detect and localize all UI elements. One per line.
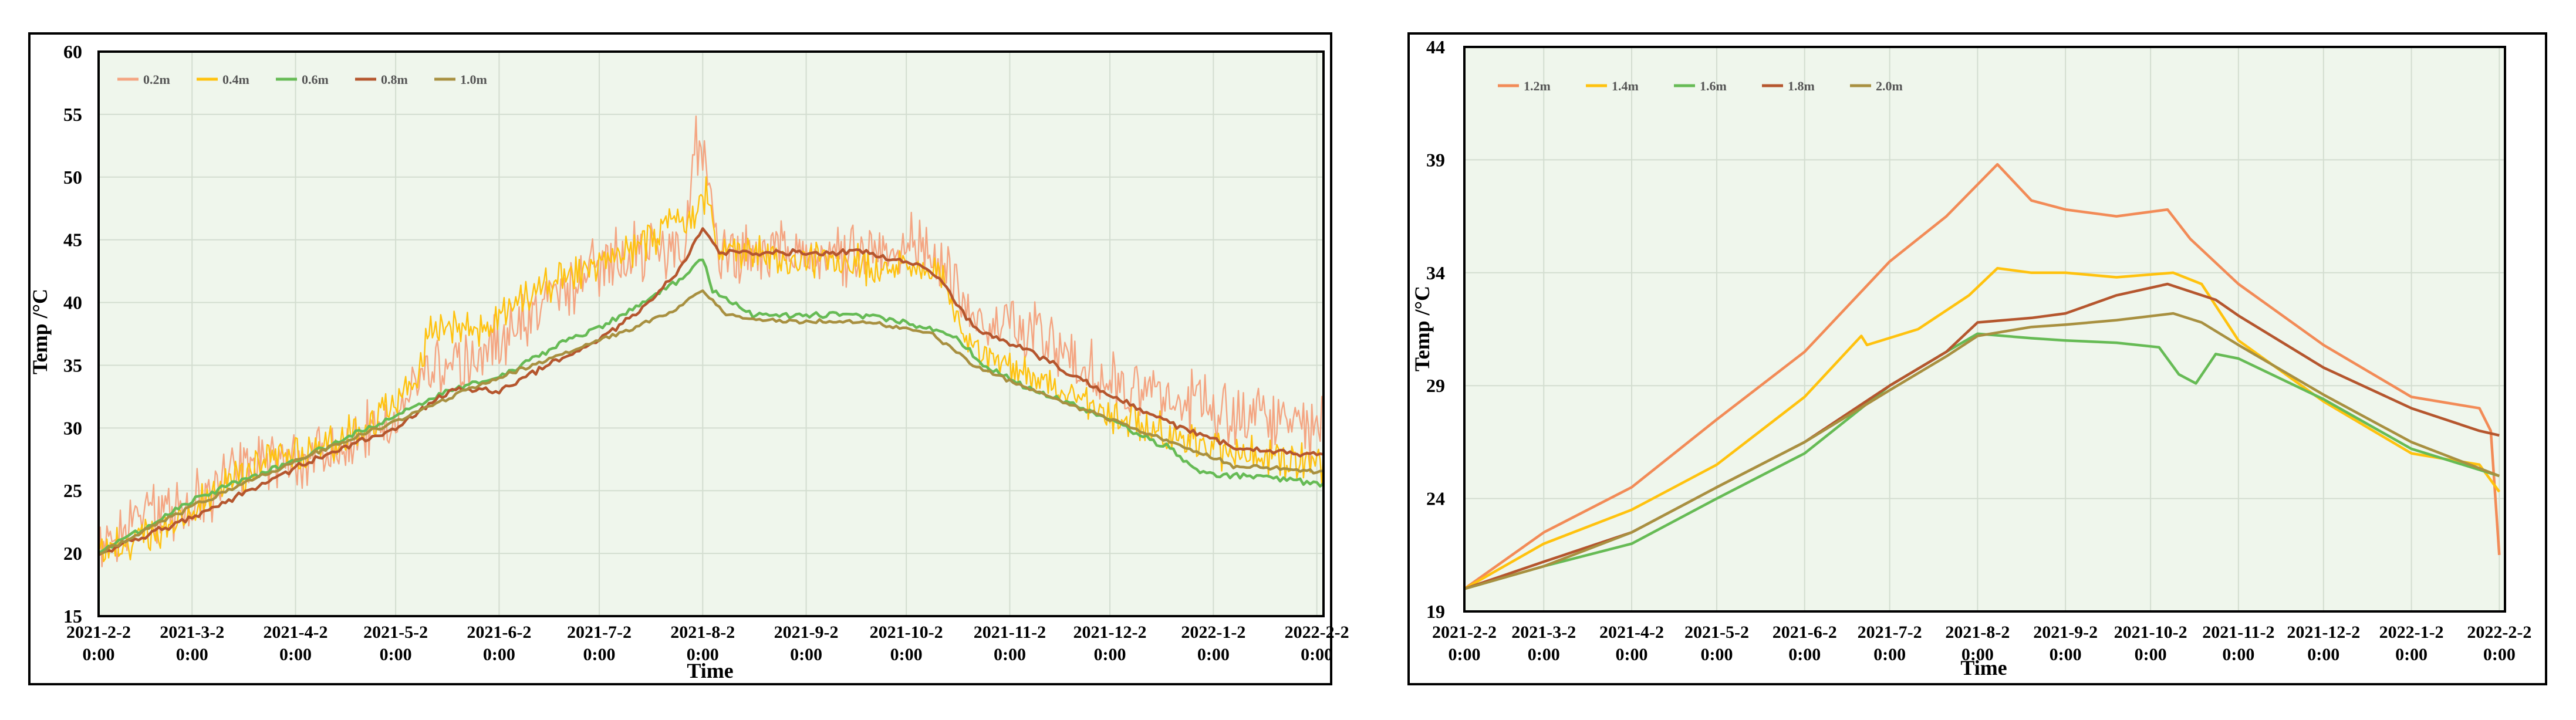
y-tick-label: 29	[1426, 375, 1445, 396]
x-tick-label-time: 0:00	[890, 645, 923, 664]
x-tick-label-date: 2021-12-2	[1073, 623, 1147, 642]
y-tick-label: 15	[63, 606, 82, 627]
y-tick-label: 50	[63, 167, 82, 188]
legend: 1.2m 1.4m 1.6m 1.8m 2.0m	[1498, 79, 1903, 93]
x-tick-label-date: 2021-11-2	[2202, 623, 2274, 642]
legend-label-2.0m: 2.0m	[1876, 79, 1903, 93]
legend-label-1.4m: 1.4m	[1612, 79, 1639, 93]
x-tick-label-time: 0:00	[583, 645, 615, 664]
y-tick-label: 55	[63, 104, 82, 125]
plot-border	[97, 50, 1325, 617]
x-tick-label-date: 2021-8-2	[1945, 623, 2010, 642]
x-tick-label-date: 2022-2-2	[2467, 623, 2531, 642]
legend-label-1.0m: 1.0m	[460, 72, 487, 87]
x-tick-label-date: 2021-6-2	[1773, 623, 1837, 642]
x-tick-label-time: 0:00	[483, 645, 515, 664]
legend-label-1.8m: 1.8m	[1788, 79, 1815, 93]
y-tick-label: 19	[1426, 601, 1445, 622]
chart-right: 19 24 29 34 39 44 2021-2-2 0:00 2021-3-2 0:00 2021…	[1410, 36, 2531, 680]
x-tick-label-time: 0:00	[279, 645, 312, 664]
plot-border	[1463, 46, 2506, 613]
x-tick-label-time: 0:00	[176, 645, 208, 664]
x-tick-label-time: 0:00	[994, 645, 1026, 664]
series-line-0.4m	[97, 176, 1325, 562]
x-tick-label-time: 0:00	[2222, 645, 2254, 664]
x-tick-label-date: 2021-12-2	[2287, 623, 2360, 642]
x-tick-label-date: 2021-2-2	[66, 623, 131, 642]
x-tick-label-date: 2021-6-2	[467, 623, 531, 642]
x-tick-label-date: 2021-10-2	[870, 623, 943, 642]
x-axis-title: Time	[1960, 656, 2007, 680]
x-tick-label-time: 0:00	[1961, 645, 1994, 664]
x-tick-label-time: 0:00	[83, 645, 115, 664]
x-tick-label-time: 0:00	[1700, 645, 1733, 664]
y-tick-label: 34	[1426, 262, 1445, 283]
x-tick-label-date: 2022-1-2	[1181, 623, 1245, 642]
x-tick-label-time: 0:00	[2050, 645, 2082, 664]
y-axis-title: Temp /°C	[1410, 286, 1434, 371]
series-line-1.2m	[1463, 163, 2501, 590]
y-tick-label: 24	[1426, 488, 1445, 509]
series-line-0.2m	[97, 115, 1325, 567]
x-tick-label-date: 2021-4-2	[264, 623, 328, 642]
y-tick-label: 35	[63, 354, 82, 376]
x-tick-label-date: 2021-2-2	[1432, 623, 1497, 642]
x-tick-label-time: 0:00	[2307, 645, 2339, 664]
x-tick-label-time: 0:00	[2395, 645, 2428, 664]
x-tick-label-date: 2021-5-2	[1684, 623, 1749, 642]
y-tick-label: 25	[63, 480, 82, 501]
y-tick-label: 45	[63, 229, 82, 251]
x-tick-label-time: 0:00	[1449, 645, 1481, 664]
chart-left: 15 20 25 30 35 40 45 50 55 60 2021-2-2 0:00 2021-3-2…	[28, 41, 1349, 682]
x-tick-label-date: 2022-2-2	[1285, 623, 1349, 642]
legend-label-1.2m: 1.2m	[1524, 79, 1551, 93]
series-line-2.0m	[1464, 312, 2500, 590]
x-tick-label-time: 0:00	[1873, 645, 1906, 664]
x-tick-label-time: 0:00	[1788, 645, 1821, 664]
x-tick-label-date: 2021-7-2	[567, 623, 632, 642]
x-tick-label-time: 0:00	[2483, 645, 2516, 664]
x-tick-label-time: 0:00	[790, 645, 822, 664]
plot-area	[1464, 47, 2505, 611]
y-axis-title: Temp /°C	[28, 289, 52, 374]
x-tick-label-date: 2021-4-2	[1599, 623, 1664, 642]
plot-area	[99, 52, 1324, 616]
x-tick-label-date: 2021-5-2	[363, 623, 428, 642]
x-tick-label-date: 2021-7-2	[1858, 623, 1922, 642]
x-tick-label-date: 2021-3-2	[1511, 623, 1576, 642]
x-tick-label-date: 2021-9-2	[2033, 623, 2098, 642]
x-tick-label-time: 0:00	[2135, 645, 2167, 664]
x-tick-label-date: 2021-9-2	[774, 623, 839, 642]
legend-label-0.4m: 0.4m	[222, 72, 249, 87]
y-tick-label: 40	[63, 292, 82, 313]
y-tick-label: 20	[63, 543, 82, 564]
y-tick-label: 30	[63, 417, 82, 438]
x-tick-label-date: 2021-10-2	[2114, 623, 2187, 642]
x-tick-label-date: 2021-3-2	[160, 623, 224, 642]
x-tick-label-time: 0:00	[1301, 645, 1333, 664]
x-tick-label-date: 2021-11-2	[974, 623, 1046, 642]
y-tick-label: 60	[63, 41, 82, 62]
x-tick-label-time: 0:00	[1528, 645, 1560, 664]
legend-label-0.6m: 0.6m	[302, 72, 329, 87]
x-tick-label-date: 2022-1-2	[2379, 623, 2444, 642]
y-tick-label: 44	[1426, 36, 1445, 58]
legend-label-1.6m: 1.6m	[1700, 79, 1727, 93]
x-tick-label-time: 0:00	[1616, 645, 1648, 664]
series-line-1.0m	[98, 289, 1324, 556]
legend-label-0.8m: 0.8m	[381, 72, 408, 87]
y-tick-label: 39	[1426, 149, 1445, 170]
x-tick-label-time: 0:00	[380, 645, 412, 664]
series-line-1.6m	[1464, 332, 2500, 590]
legend-label-0.2m: 0.2m	[143, 72, 170, 87]
x-tick-label-time: 0:00	[1197, 645, 1230, 664]
x-axis-title: Time	[687, 659, 733, 682]
series-line-0.8m	[97, 227, 1324, 556]
x-tick-label-time: 0:00	[1094, 645, 1126, 664]
legend: 0.2m 0.4m 0.6m 0.8m 1.0m	[117, 72, 487, 87]
x-tick-label-time: 0:00	[687, 645, 719, 664]
x-tick-label-date: 2021-8-2	[670, 623, 735, 642]
